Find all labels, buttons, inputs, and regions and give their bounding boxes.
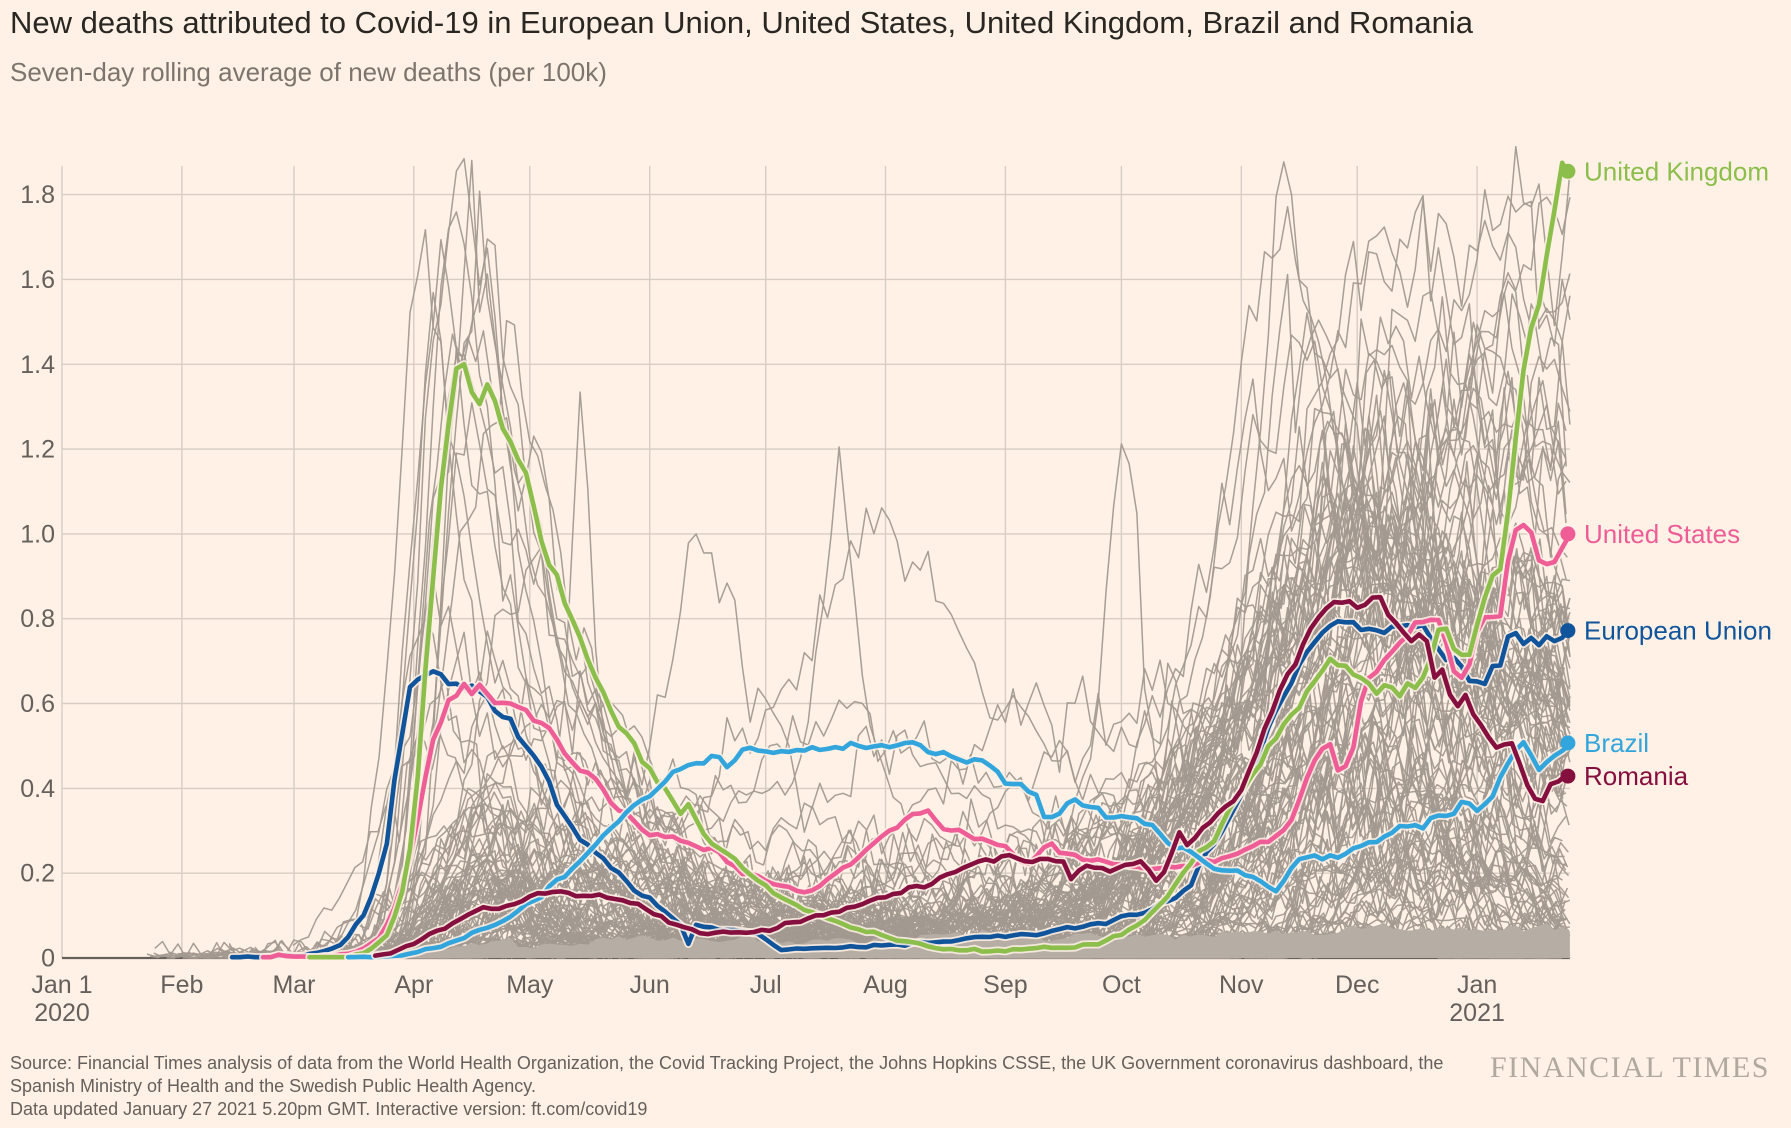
svg-text:1.8: 1.8	[20, 181, 55, 209]
svg-text:Dec: Dec	[1335, 971, 1379, 999]
svg-text:2020: 2020	[34, 999, 90, 1027]
svg-text:Nov: Nov	[1219, 971, 1264, 999]
svg-text:Data updated January 27 2021 5: Data updated January 27 2021 5.20pm GMT.…	[10, 1099, 647, 1119]
svg-text:United Kingdom: United Kingdom	[1584, 156, 1769, 186]
svg-text:Oct: Oct	[1102, 971, 1141, 999]
svg-text:New deaths attributed to Covid: New deaths attributed to Covid-19 in Eur…	[10, 5, 1474, 40]
svg-text:1.6: 1.6	[20, 266, 55, 294]
svg-text:Jan 1: Jan 1	[31, 971, 92, 999]
svg-text:Brazil: Brazil	[1584, 728, 1649, 758]
svg-text:Source: Financial Times analys: Source: Financial Times analysis of data…	[10, 1053, 1443, 1073]
svg-text:Sep: Sep	[983, 971, 1027, 999]
svg-text:0.2: 0.2	[20, 860, 55, 888]
svg-text:Aug: Aug	[863, 971, 907, 999]
svg-text:2021: 2021	[1449, 999, 1505, 1027]
svg-text:Jan: Jan	[1457, 971, 1497, 999]
svg-text:United States: United States	[1584, 519, 1740, 549]
svg-text:Feb: Feb	[160, 971, 203, 999]
svg-text:Romania: Romania	[1584, 761, 1689, 791]
svg-text:0.8: 0.8	[20, 605, 55, 633]
svg-text:Jun: Jun	[630, 971, 670, 999]
svg-text:FINANCIAL TIMES: FINANCIAL TIMES	[1490, 1051, 1770, 1084]
svg-text:0: 0	[41, 945, 55, 973]
svg-text:May: May	[506, 971, 554, 999]
svg-text:1.4: 1.4	[20, 351, 55, 379]
svg-text:0.4: 0.4	[20, 775, 55, 803]
svg-text:Seven-day rolling average of n: Seven-day rolling average of new deaths …	[10, 57, 607, 87]
svg-text:Mar: Mar	[272, 971, 315, 999]
svg-text:Spanish Ministry of Health and: Spanish Ministry of Health and the Swedi…	[10, 1076, 536, 1096]
svg-text:European Union: European Union	[1584, 616, 1772, 646]
svg-text:Jul: Jul	[750, 971, 782, 999]
svg-text:1.0: 1.0	[20, 520, 55, 548]
svg-text:1.2: 1.2	[20, 436, 55, 464]
svg-text:Apr: Apr	[394, 971, 433, 999]
svg-text:0.6: 0.6	[20, 690, 55, 718]
